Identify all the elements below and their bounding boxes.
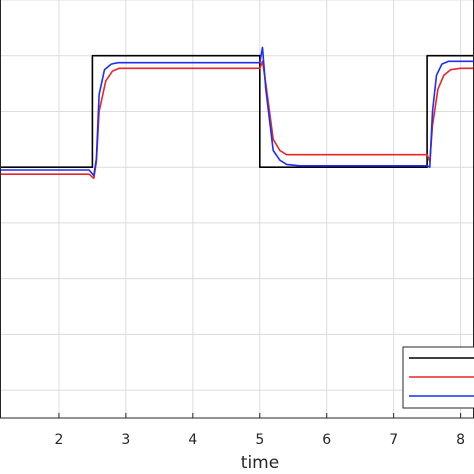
series-line-0 <box>0 54 474 168</box>
legend <box>402 346 474 409</box>
x-axis-label: time <box>241 453 279 473</box>
x-tick-label-4: 6 <box>322 432 331 448</box>
series-line-1 <box>0 60 474 180</box>
x-tick-label-6: 8 <box>456 432 465 448</box>
x-tick-label-5: 7 <box>389 432 398 448</box>
series-lines <box>0 46 474 180</box>
x-tick-marks <box>58 413 462 418</box>
x-tick-label-2: 4 <box>188 432 197 448</box>
x-tick-label-3: 5 <box>255 432 264 448</box>
x-tick-label-0: 2 <box>54 432 63 448</box>
x-tick-labels: 2 3 4 5 6 7 8 <box>54 432 465 448</box>
x-tick-label-1: 3 <box>121 432 130 448</box>
series-line-2 <box>0 46 474 177</box>
